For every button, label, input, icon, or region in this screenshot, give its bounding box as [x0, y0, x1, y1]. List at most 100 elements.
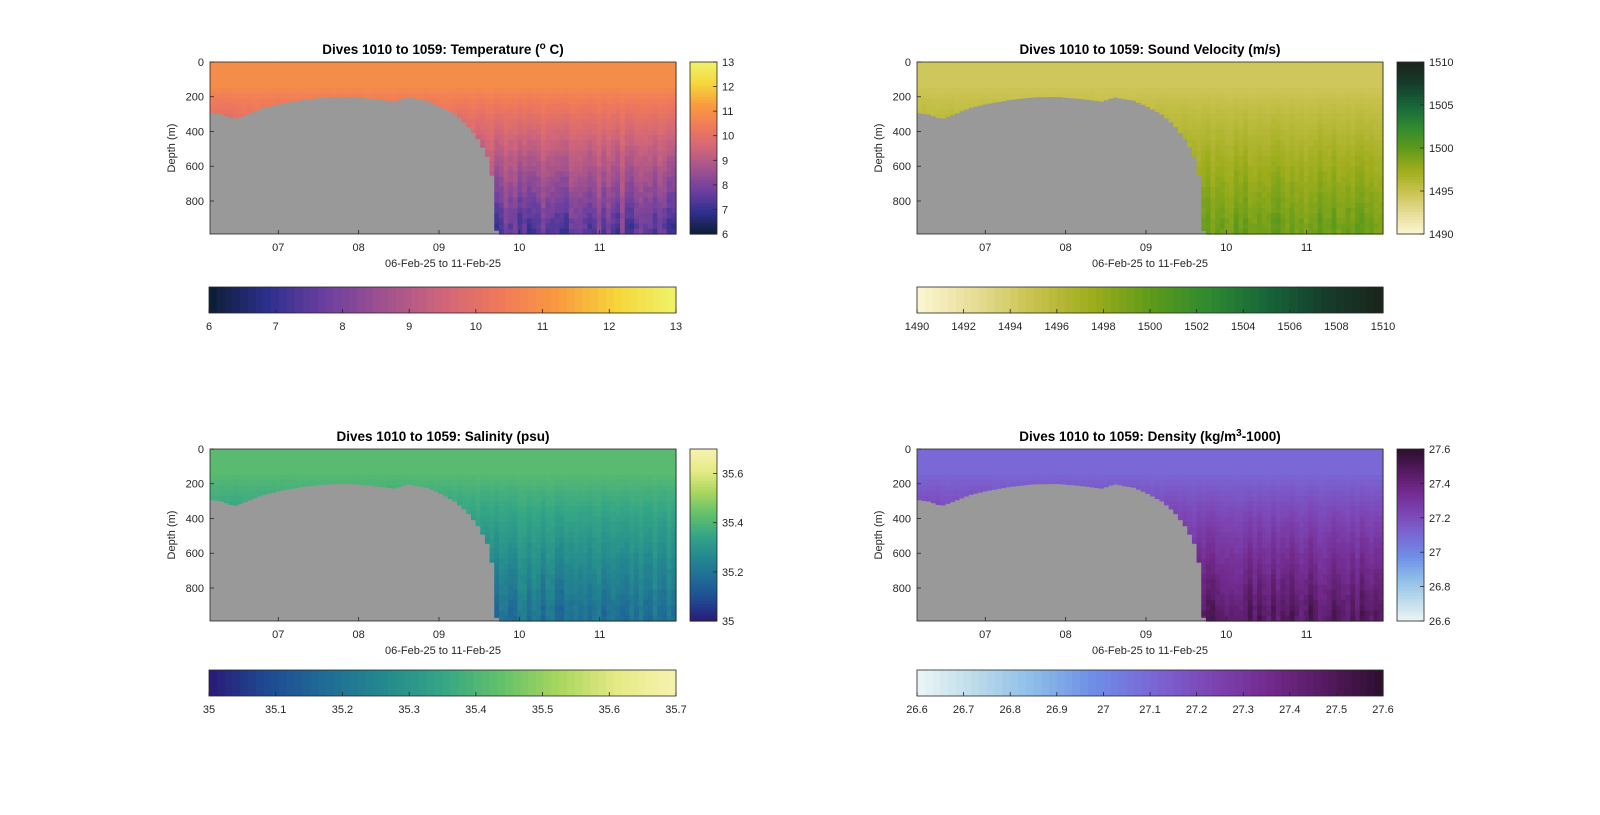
heatmap-cell: [1289, 119, 1296, 126]
heatmap-cell: [405, 464, 411, 471]
heatmap-cell: [354, 93, 360, 98]
heatmap-cell: [1252, 93, 1258, 100]
heatmap-cell: [615, 150, 621, 157]
heatmap-cell: [373, 98, 379, 100]
heatmap-cell: [671, 98, 677, 105]
heatmap-cell: [615, 218, 621, 225]
heatmap-cell: [1275, 72, 1282, 79]
heatmap-cell: [345, 62, 351, 68]
heatmap-cell: [387, 77, 393, 84]
heatmap-cell: [582, 129, 589, 136]
heatmap-cell: [312, 62, 318, 68]
heatmap-cell: [559, 140, 565, 146]
heatmap-cell: [456, 459, 463, 466]
heatmap-cell: [456, 77, 463, 84]
heatmap-cell: [977, 82, 983, 89]
heatmap-cell: [1205, 93, 1212, 100]
heatmap-cell: [396, 72, 402, 79]
heatmap-cell: [657, 62, 663, 68]
heatmap-cell: [424, 475, 430, 481]
heatmap-cell: [564, 62, 570, 68]
heatmap-cell: [657, 145, 663, 152]
heatmap-cell: [559, 145, 565, 152]
heatmap-cell: [1210, 192, 1216, 199]
heatmap-cell: [1219, 67, 1226, 74]
heatmap-cell: [629, 93, 635, 100]
heatmap-cell: [498, 579, 505, 586]
heatmap-cell: [1341, 88, 1347, 94]
heatmap-cell: [401, 88, 407, 94]
heatmap-cell: [643, 103, 649, 110]
heatmap-cell: [550, 77, 556, 84]
heatmap-cell: [456, 464, 463, 471]
colorbar-segment: [419, 287, 428, 313]
heatmap-cell: [522, 584, 528, 591]
heatmap-cell: [540, 553, 547, 560]
heatmap-cell: [498, 119, 505, 126]
x-tick-label: 08: [353, 242, 365, 254]
heatmap-cell: [531, 114, 537, 120]
heatmap-cell: [1280, 150, 1286, 157]
colorbar-segment: [690, 79, 717, 83]
colorbar-segment: [1397, 193, 1424, 198]
heatmap-cell: [1350, 119, 1356, 126]
heatmap-cell: [522, 490, 528, 497]
heatmap-cell: [489, 548, 495, 554]
heatmap-cell: [1215, 218, 1221, 225]
heatmap-cell: [363, 62, 370, 68]
heatmap-cell: [620, 93, 626, 100]
heatmap-cell: [219, 98, 225, 105]
heatmap-cell: [629, 202, 635, 209]
heatmap-cell: [1317, 108, 1324, 115]
heatmap-cell: [540, 516, 547, 523]
heatmap-cell: [550, 202, 556, 209]
heatmap-cell: [573, 181, 579, 188]
heatmap-cell: [1010, 82, 1016, 89]
heatmap-cell: [405, 88, 411, 94]
heatmap-cell: [1252, 223, 1258, 230]
heatmap-cell: [228, 67, 234, 74]
heatmap-cell: [503, 480, 509, 487]
heatmap-cell: [1019, 93, 1025, 99]
heatmap-cell: [1233, 176, 1240, 183]
heatmap-cell: [1177, 72, 1184, 79]
heatmap-cell: [662, 119, 668, 126]
heatmap-cell: [503, 449, 509, 455]
heatmap-cell: [935, 62, 941, 68]
heatmap-cell: [1350, 124, 1356, 131]
heatmap-cell: [1308, 228, 1314, 235]
heatmap-cell: [554, 202, 561, 209]
heatmap-cell: [265, 459, 272, 466]
heatmap-cell: [1331, 72, 1337, 79]
heatmap-cell: [1299, 181, 1305, 188]
heatmap-cell: [1350, 114, 1356, 120]
heatmap-cell: [1373, 129, 1379, 136]
heatmap-cell: [475, 464, 481, 471]
heatmap-cell: [289, 480, 295, 487]
heatmap-cell: [540, 475, 547, 481]
heatmap-cell: [456, 454, 463, 461]
heatmap-cell: [1154, 72, 1160, 79]
heatmap-cell: [498, 62, 505, 68]
heatmap-cell: [1136, 98, 1142, 103]
heatmap-cell: [587, 228, 593, 235]
heatmap-cell: [484, 537, 491, 544]
heatmap-cell: [1322, 67, 1328, 74]
heatmap-cell: [1261, 192, 1268, 199]
heatmap-cell: [1378, 207, 1384, 214]
heatmap-cell: [410, 77, 416, 84]
heatmap-cell: [1210, 129, 1216, 136]
heatmap-cell: [930, 62, 937, 68]
heatmap-cell: [1033, 77, 1039, 84]
heatmap-cell: [494, 480, 500, 487]
heatmap-cell: [1336, 62, 1342, 68]
colorbar-segment: [1173, 287, 1182, 313]
heatmap-cell: [545, 228, 551, 235]
heatmap-cell: [1378, 114, 1384, 120]
heatmap-cell: [261, 464, 267, 471]
heatmap-cell: [1327, 108, 1333, 115]
heatmap-cell: [954, 82, 960, 89]
heatmap-cell: [522, 469, 528, 476]
heatmap-cell: [429, 82, 435, 89]
heatmap-cell: [629, 171, 635, 178]
